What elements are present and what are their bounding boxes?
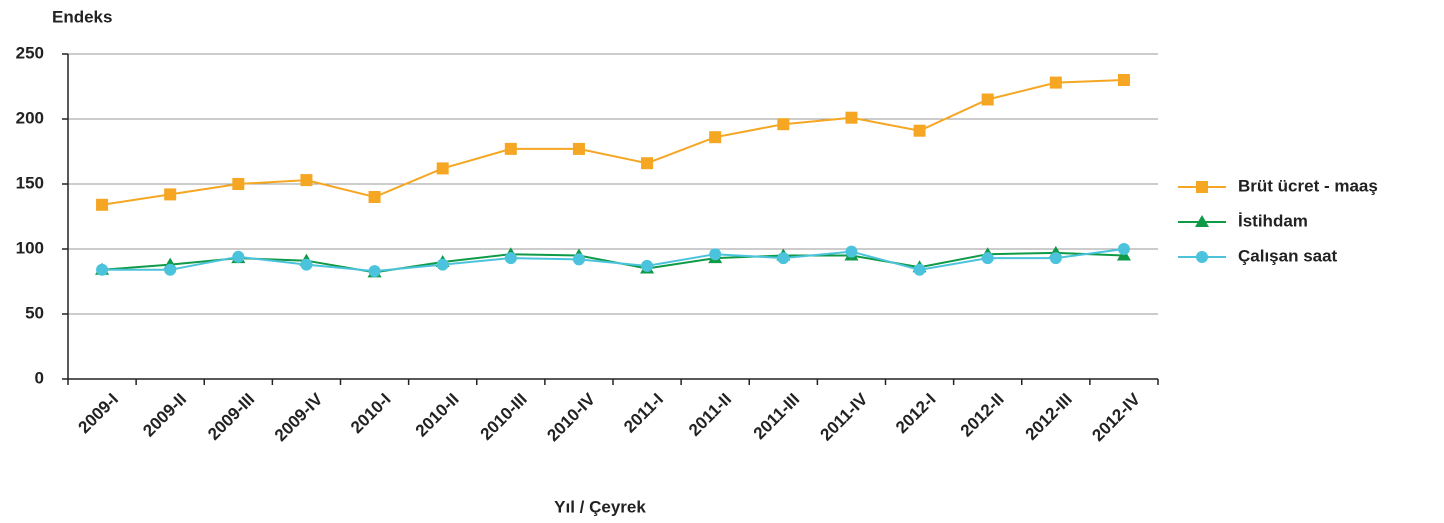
legend-label: Çalışan saat — [1238, 246, 1338, 265]
data-point — [1117, 74, 1130, 86]
legend-marker — [1196, 251, 1208, 263]
data-point — [981, 252, 994, 265]
data-point — [504, 252, 517, 265]
data-point — [913, 124, 926, 137]
x-tick-label: 2009-II — [139, 390, 190, 441]
x-tick-label: 2012-IV — [1088, 389, 1144, 445]
legend-label: İstihdam — [1238, 211, 1308, 230]
data-point — [845, 111, 858, 124]
data-point — [96, 263, 109, 276]
data-point — [981, 93, 994, 106]
data-point — [368, 265, 381, 278]
data-point — [777, 252, 790, 265]
data-point — [1049, 76, 1062, 89]
x-tick-label: 2012-II — [957, 390, 1008, 441]
data-point — [845, 245, 858, 258]
data-point — [232, 250, 245, 263]
data-point — [1117, 243, 1130, 255]
y-tick-label: 100 — [16, 238, 44, 257]
x-tick-label: 2011-III — [750, 390, 804, 444]
data-point — [709, 131, 722, 144]
data-point — [641, 259, 654, 272]
series-line — [102, 248, 1125, 273]
data-point — [1049, 252, 1062, 265]
x-tick-label: 2012-III — [1022, 390, 1076, 444]
x-tick-label: 2011-IV — [817, 389, 872, 444]
legend-marker — [1195, 215, 1209, 227]
y-tick-label: 50 — [25, 303, 44, 322]
x-tick-label: 2012-I — [892, 390, 940, 438]
legend-marker — [1196, 181, 1208, 193]
x-tick-label: 2010-IV — [543, 389, 599, 445]
data-point — [436, 162, 449, 175]
x-tick-label: 2009-I — [75, 390, 123, 438]
data-point — [572, 253, 585, 266]
x-tick-label: 2010-I — [347, 390, 395, 438]
data-point — [300, 258, 313, 271]
y-tick-label: 0 — [35, 368, 44, 387]
series-line — [101, 79, 1124, 206]
data-point — [300, 174, 313, 187]
data-point — [777, 118, 790, 131]
x-tick-label: 2009-IV — [271, 389, 327, 445]
data-point — [709, 248, 722, 261]
x-tick-label: 2011-I — [620, 390, 667, 437]
x-axis-label: Yıl / Çeyrek — [554, 497, 646, 516]
data-point — [436, 258, 449, 271]
data-point — [504, 142, 517, 155]
data-point — [232, 178, 245, 190]
y-tick-label: 150 — [16, 173, 44, 192]
legend-label: Brüt ücret - maaş — [1238, 176, 1378, 195]
data-point — [368, 191, 381, 203]
data-point — [164, 263, 177, 276]
data-point — [641, 157, 654, 170]
y-tick-label: 200 — [16, 108, 44, 127]
data-point — [96, 198, 109, 211]
y-tick-label: 250 — [16, 43, 44, 62]
data-point — [913, 263, 926, 276]
x-tick-label: 2011-II — [685, 390, 735, 440]
x-tick-label: 2010-II — [412, 390, 463, 441]
x-tick-label: 2010-III — [477, 390, 531, 444]
y-axis-label: Endeks — [52, 7, 112, 26]
data-point — [164, 188, 177, 201]
x-tick-label: 2009-III — [204, 390, 258, 444]
data-point — [572, 142, 585, 155]
